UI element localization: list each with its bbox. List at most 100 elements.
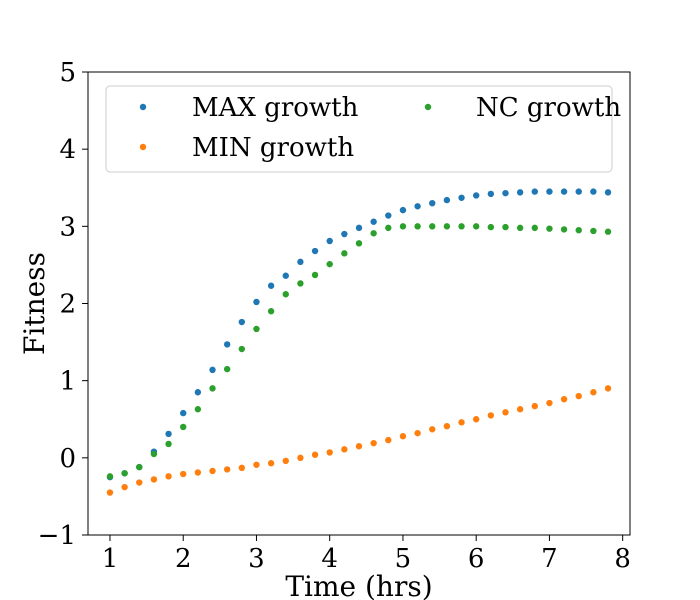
data-point bbox=[575, 392, 582, 400]
data-point bbox=[502, 409, 509, 416]
data-point bbox=[223, 466, 231, 473]
data-points bbox=[106, 188, 612, 496]
data-point bbox=[385, 436, 392, 444]
legend-marker bbox=[424, 103, 432, 111]
x-tick-label: 7 bbox=[541, 544, 558, 574]
data-point bbox=[297, 454, 304, 462]
data-point bbox=[326, 237, 333, 245]
data-point bbox=[414, 429, 421, 437]
data-point bbox=[341, 446, 348, 453]
data-point bbox=[472, 416, 480, 423]
data-point bbox=[282, 457, 289, 465]
y-tick-label: 0 bbox=[59, 444, 76, 474]
data-point bbox=[560, 188, 568, 195]
data-point bbox=[297, 258, 304, 266]
data-point bbox=[575, 226, 582, 234]
x-tick-label: 1 bbox=[102, 544, 119, 574]
data-point bbox=[531, 224, 538, 232]
data-point bbox=[238, 318, 246, 326]
data-point bbox=[311, 247, 319, 255]
x-tick-label: 8 bbox=[614, 544, 631, 574]
data-point bbox=[414, 203, 421, 210]
data-point bbox=[165, 473, 172, 480]
data-point bbox=[487, 190, 495, 198]
series-max-growth bbox=[106, 188, 612, 481]
legend-marker bbox=[139, 143, 147, 151]
data-point bbox=[443, 422, 451, 430]
data-point bbox=[267, 282, 275, 289]
data-point bbox=[560, 395, 568, 403]
data-point bbox=[106, 489, 114, 496]
y-axis-label: Fitness bbox=[18, 252, 51, 355]
data-point bbox=[604, 189, 612, 196]
data-point bbox=[165, 430, 172, 438]
data-point bbox=[385, 224, 392, 232]
data-point bbox=[472, 192, 480, 199]
data-point bbox=[253, 461, 260, 468]
data-point bbox=[575, 188, 582, 195]
legend: MAX growth MIN growth NC growth bbox=[105, 85, 621, 173]
data-point bbox=[590, 188, 597, 195]
data-point bbox=[194, 406, 202, 413]
data-point bbox=[238, 464, 246, 472]
data-point bbox=[516, 189, 524, 196]
data-point bbox=[429, 426, 436, 433]
data-point bbox=[297, 280, 304, 287]
data-point bbox=[590, 227, 597, 235]
data-point bbox=[414, 223, 421, 230]
data-point bbox=[385, 212, 392, 219]
legend-marker bbox=[139, 103, 147, 111]
data-point bbox=[194, 469, 202, 476]
data-point bbox=[560, 226, 568, 233]
data-point bbox=[458, 223, 465, 230]
data-point bbox=[546, 399, 553, 407]
data-point bbox=[443, 223, 451, 230]
data-point bbox=[238, 345, 246, 353]
data-point bbox=[502, 223, 509, 231]
data-point bbox=[443, 196, 451, 204]
data-point bbox=[516, 406, 524, 413]
data-point bbox=[311, 451, 319, 458]
data-point bbox=[136, 463, 143, 471]
data-point bbox=[150, 476, 158, 483]
y-tick-label: 1 bbox=[59, 367, 76, 397]
data-point bbox=[180, 409, 187, 417]
x-tick-label: 5 bbox=[395, 544, 412, 574]
x-axis-label: Time (hrs) bbox=[285, 570, 432, 600]
data-point bbox=[604, 228, 612, 235]
data-point bbox=[472, 223, 480, 230]
data-point bbox=[136, 479, 143, 486]
x-tick-label: 3 bbox=[248, 544, 265, 574]
axis-ticks: 1 2 3 4 5 6 7 8 −1 0 1 2 3 4 5 bbox=[38, 58, 631, 574]
data-point bbox=[516, 224, 524, 232]
data-point bbox=[223, 365, 231, 373]
data-point bbox=[458, 194, 465, 201]
data-point bbox=[370, 218, 377, 225]
data-point bbox=[311, 271, 319, 279]
data-point bbox=[267, 308, 275, 315]
data-point bbox=[355, 224, 363, 232]
legend-label: MAX growth bbox=[192, 93, 359, 123]
data-point bbox=[209, 467, 216, 475]
y-tick-label: −1 bbox=[38, 521, 76, 551]
data-point bbox=[502, 189, 509, 197]
data-point bbox=[223, 341, 231, 348]
data-point bbox=[546, 225, 553, 232]
data-point bbox=[399, 206, 407, 214]
data-point bbox=[487, 412, 495, 419]
data-point bbox=[546, 188, 553, 195]
x-tick-label: 2 bbox=[175, 544, 192, 574]
data-point bbox=[487, 223, 495, 231]
data-point bbox=[341, 250, 348, 257]
data-point bbox=[341, 230, 348, 238]
data-point bbox=[209, 385, 216, 392]
data-point bbox=[326, 449, 333, 456]
data-point bbox=[531, 188, 538, 195]
data-point bbox=[180, 423, 187, 431]
data-point bbox=[180, 470, 187, 478]
legend-box bbox=[105, 85, 613, 173]
legend-label: NC growth bbox=[476, 93, 621, 123]
series-nc-growth bbox=[106, 223, 612, 480]
data-point bbox=[194, 389, 202, 396]
